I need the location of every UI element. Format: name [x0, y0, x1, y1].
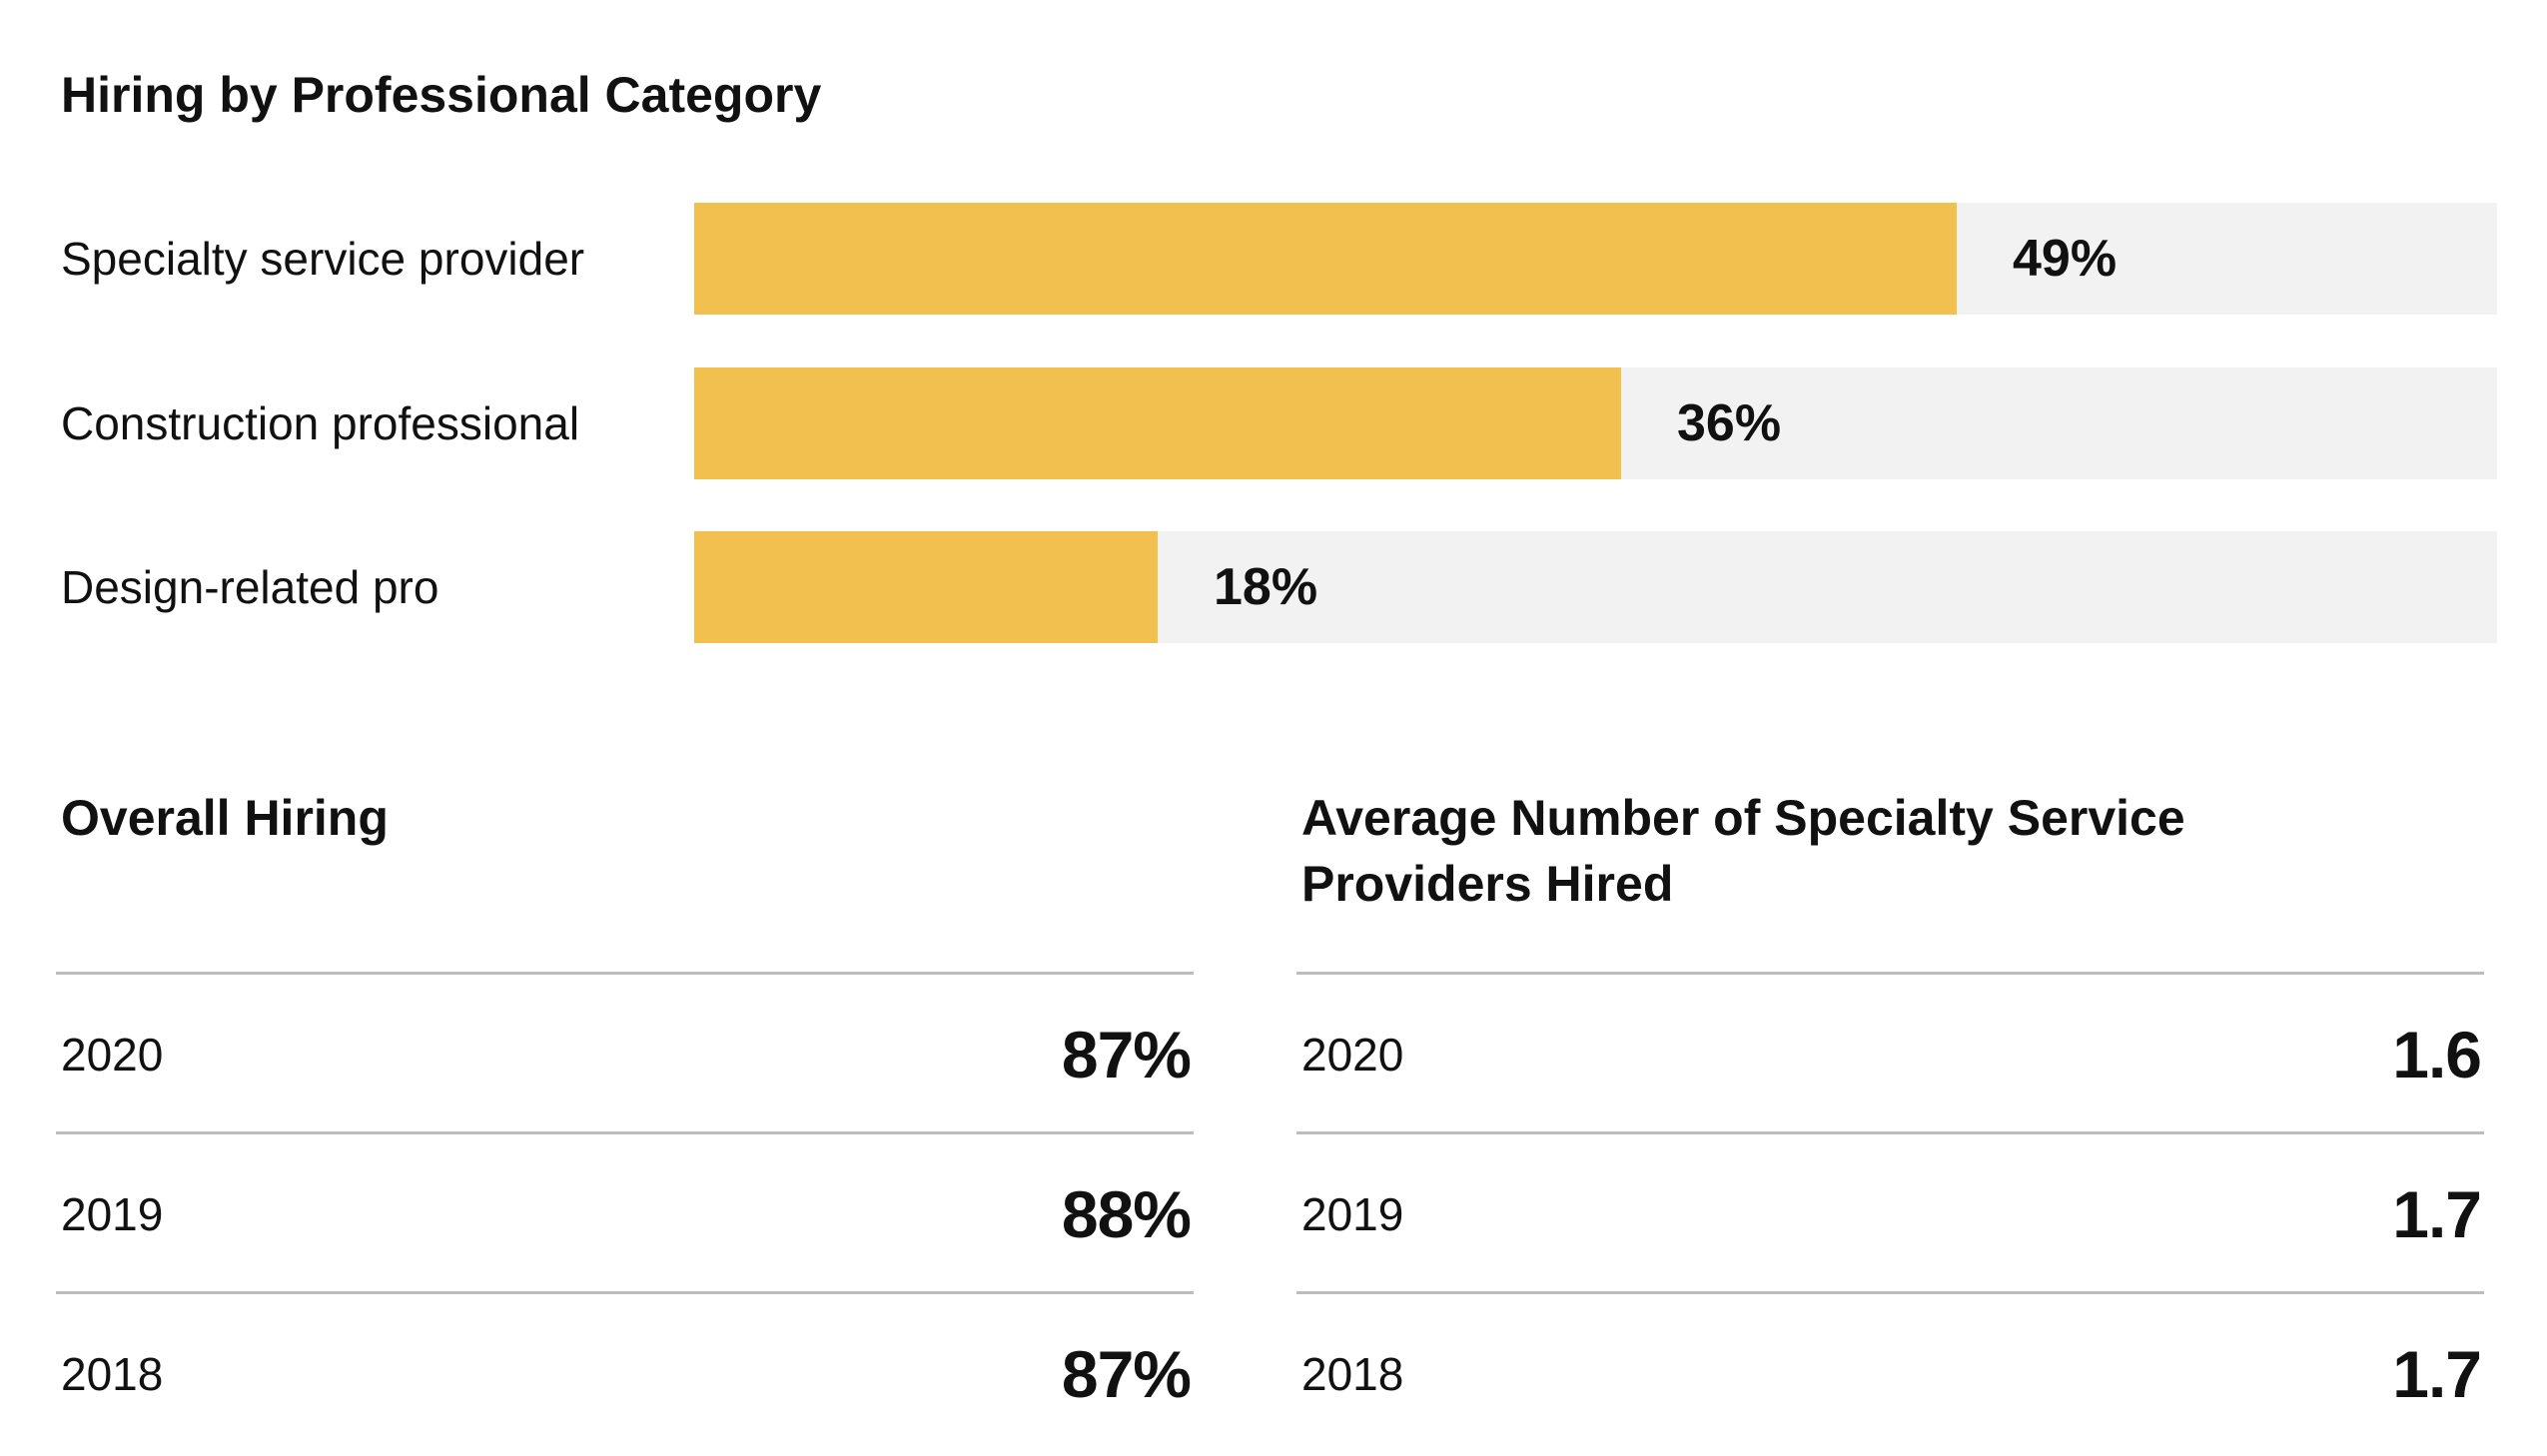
bar-row-construction-professional: Construction professional 36%	[0, 367, 2547, 479]
table-row: 2018 87%	[56, 1291, 1194, 1451]
bar-label: Construction professional	[61, 397, 580, 449]
row-value: 1.7	[2392, 1337, 2482, 1411]
table-row: 2019 1.7	[1296, 1131, 2484, 1291]
overall-hiring-table: Overall Hiring 2020 87% 2019 88% 2018 87…	[56, 785, 1194, 1411]
row-year: 2019	[61, 1188, 164, 1240]
row-year: 2018	[61, 1348, 164, 1400]
average-specialty-providers-table: Average Number of Specialty Service Prov…	[1296, 785, 2484, 1411]
bar-chart-title: Hiring by Professional Category	[61, 67, 822, 123]
row-year: 2019	[1301, 1188, 1404, 1240]
bar-track	[694, 531, 2497, 643]
table-row: 2018 1.7	[1296, 1291, 2484, 1451]
row-value: 87%	[1061, 1337, 1192, 1411]
average-specialty-providers-title: Average Number of Specialty Service Prov…	[1301, 790, 2185, 912]
bar-fill	[694, 531, 1158, 643]
row-value: 1.6	[2392, 1018, 2482, 1092]
row-value: 88%	[1061, 1177, 1192, 1251]
bar-value-label: 49%	[2013, 230, 2118, 288]
bar-value-label: 36%	[1677, 394, 1782, 452]
table-row: 2020 1.6	[1296, 972, 2484, 1131]
row-value: 1.7	[2392, 1177, 2482, 1251]
table-row: 2020 87%	[56, 972, 1194, 1131]
bar-row-specialty-service-provider: Specialty service provider 49%	[0, 203, 2547, 315]
row-value: 87%	[1061, 1018, 1192, 1092]
bar-row-design-related-pro: Design-related pro 18%	[0, 531, 2547, 643]
bar-value-label: 18%	[1214, 558, 1318, 616]
bar-track	[694, 367, 2497, 479]
bar-label: Specialty service provider	[61, 233, 585, 285]
row-year: 2018	[1301, 1348, 1404, 1400]
average-specialty-providers-rows: 2020 1.6 2019 1.7 2018 1.7	[1296, 972, 2484, 1451]
bar-label: Design-related pro	[61, 561, 439, 613]
table-row: 2019 88%	[56, 1131, 1194, 1291]
bar-track	[694, 203, 2497, 315]
row-year: 2020	[61, 1029, 164, 1081]
overall-hiring-title: Overall Hiring	[61, 790, 389, 846]
bar-fill	[694, 203, 1957, 315]
overall-hiring-rows: 2020 87% 2019 88% 2018 87%	[56, 972, 1194, 1451]
row-year: 2020	[1301, 1029, 1404, 1081]
bar-fill	[694, 367, 1621, 479]
